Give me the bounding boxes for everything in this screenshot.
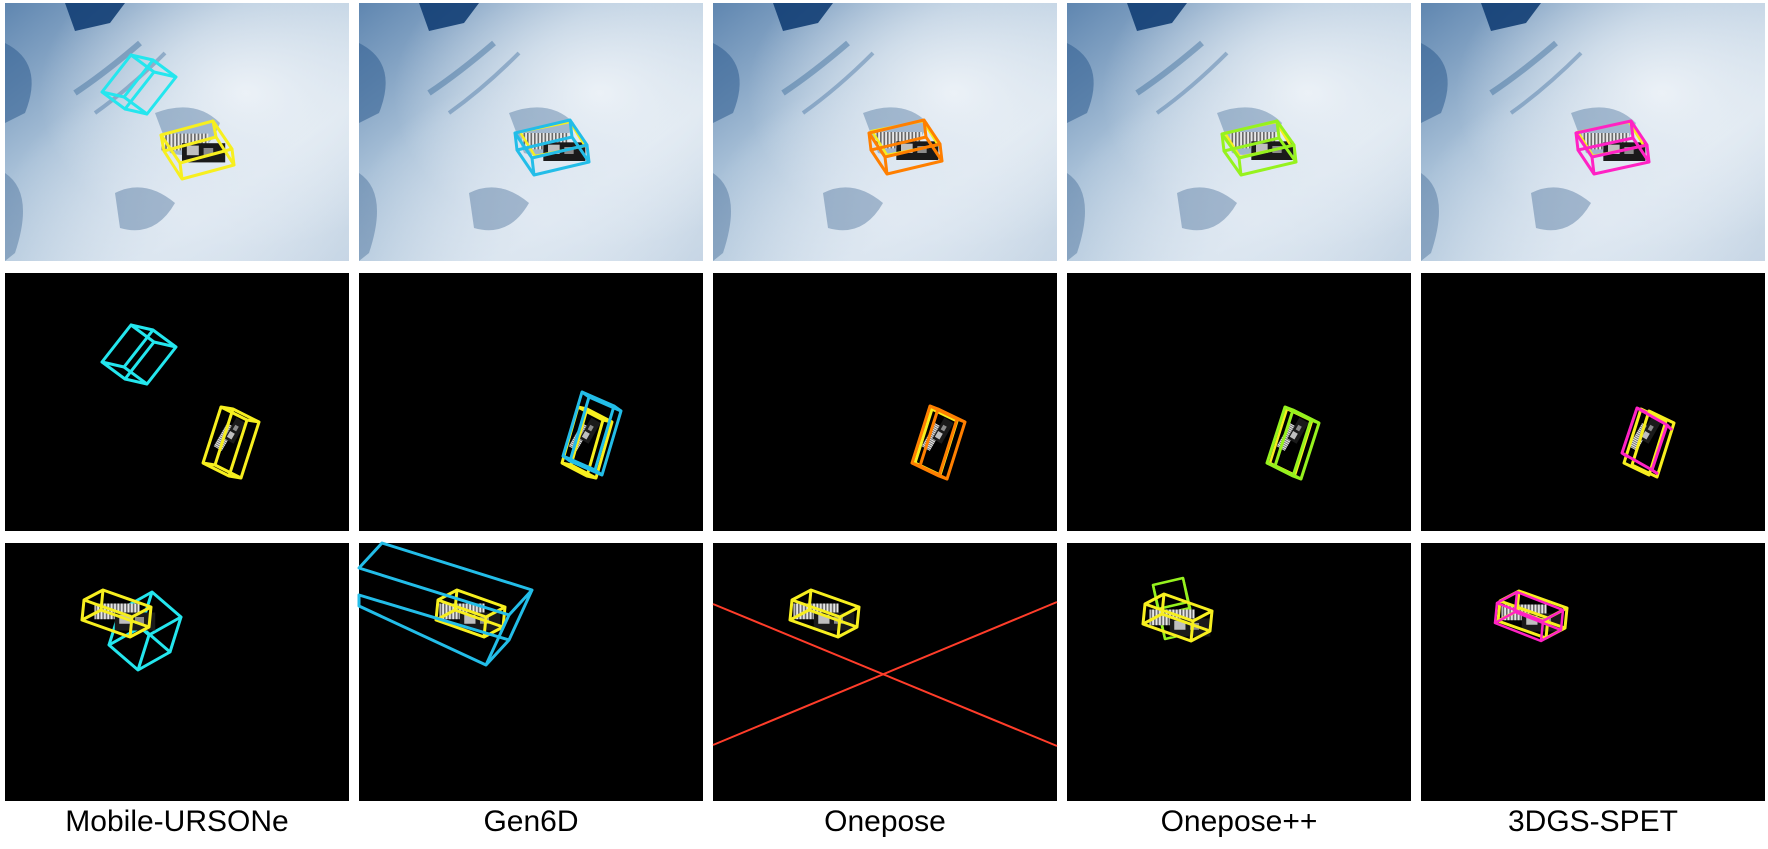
pred-box bbox=[1220, 119, 1298, 177]
gt-box bbox=[1622, 407, 1676, 479]
pred-box bbox=[910, 404, 967, 481]
gt-box bbox=[159, 119, 236, 181]
pred-box bbox=[867, 118, 944, 176]
pred-box bbox=[357, 541, 534, 667]
pred-box bbox=[100, 323, 178, 386]
panel-mobile-ursone-earth bbox=[5, 3, 349, 261]
panel-mobile-ursone-black-2 bbox=[5, 543, 349, 801]
panel-onepose-black-1 bbox=[713, 273, 1057, 531]
row-3-black bbox=[5, 541, 1765, 801]
panel-onepose-plus-plus-black-2 bbox=[1067, 543, 1411, 801]
panel-gen6d-earth bbox=[359, 3, 703, 261]
method-caption-onepose-plus-plus: Onepose++ bbox=[1160, 805, 1318, 838]
pred-box bbox=[1620, 406, 1674, 476]
panel-gen6d-black-2 bbox=[357, 541, 703, 801]
panel-onepose-plus-plus-earth bbox=[1067, 3, 1411, 261]
panel-onepose-black-2 bbox=[712, 543, 1058, 801]
method-caption-3dgs-spet: 3DGS-SPET bbox=[1507, 805, 1679, 838]
panel-gen6d-black-1 bbox=[359, 273, 703, 531]
gt-box bbox=[1141, 592, 1214, 643]
panel-3dgs-spet-black-1 bbox=[1421, 273, 1765, 531]
pred-box bbox=[561, 390, 623, 477]
panel-onepose-earth bbox=[713, 3, 1057, 261]
pred-box bbox=[1574, 119, 1651, 176]
method-caption-onepose: Onepose bbox=[824, 805, 946, 838]
row-2-black bbox=[5, 273, 1765, 531]
pred-box bbox=[100, 53, 178, 116]
pred-box bbox=[513, 118, 591, 177]
degenerate-pred-lines bbox=[712, 601, 1058, 747]
gt-box bbox=[788, 588, 861, 639]
pred-box bbox=[1265, 405, 1321, 481]
method-caption-gen6d: Gen6D bbox=[483, 805, 579, 838]
panel-mobile-ursone-black-1 bbox=[5, 273, 349, 531]
gt-box bbox=[201, 405, 261, 480]
panel-3dgs-spet-black-2 bbox=[1421, 543, 1765, 801]
gt-box bbox=[80, 588, 153, 639]
panel-onepose-plus-plus-black-1 bbox=[1067, 273, 1411, 531]
panel-3dgs-spet-earth bbox=[1421, 3, 1765, 261]
pred-box bbox=[1493, 590, 1565, 643]
row-1-earth bbox=[5, 3, 1765, 261]
method-caption-mobile-ursone: Mobile-URSONe bbox=[65, 805, 289, 838]
